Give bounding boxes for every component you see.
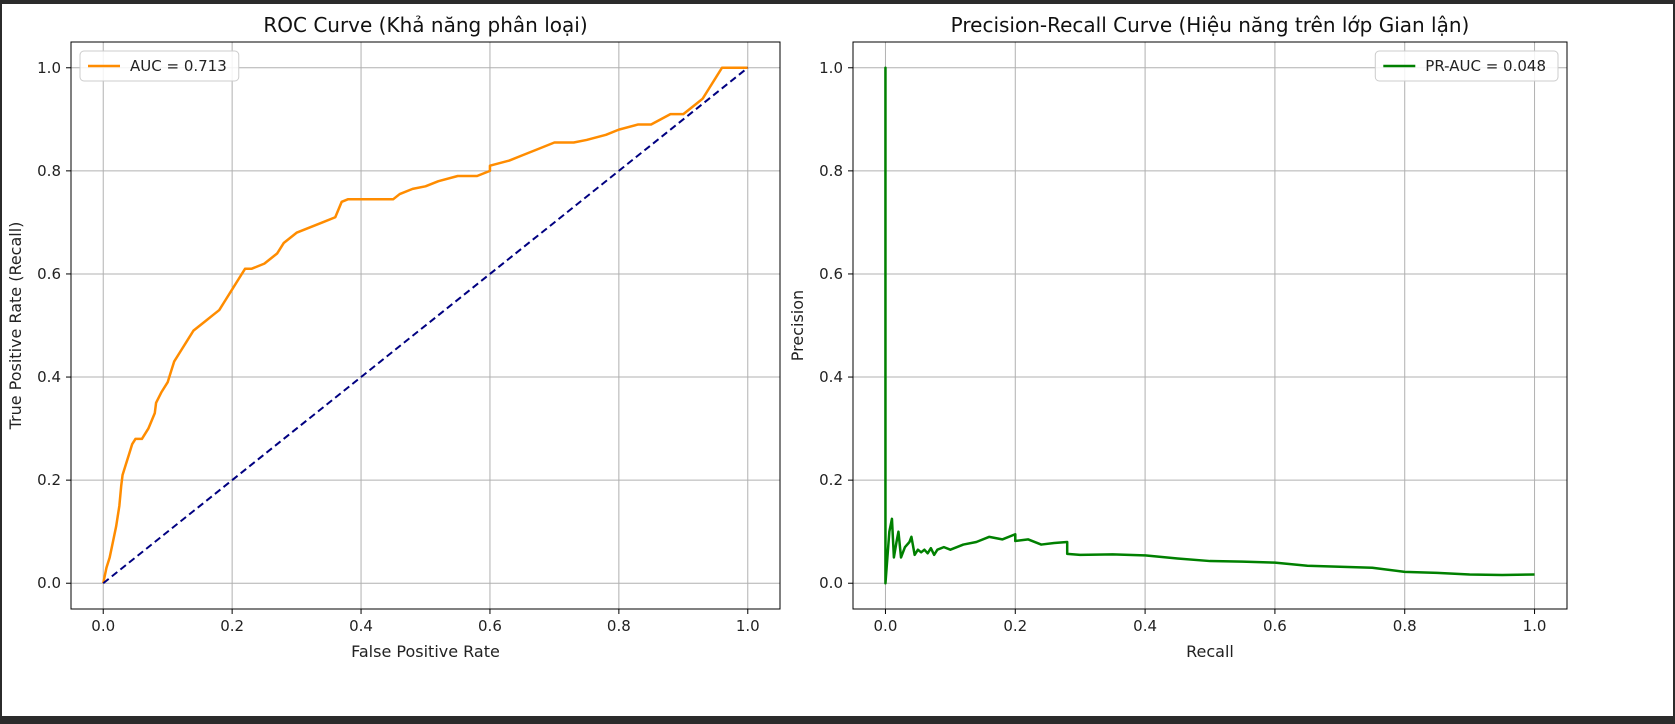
roc-y-tick-label: 0.4 — [37, 368, 61, 386]
roc-x-axis-label: False Positive Rate — [351, 642, 500, 661]
pr-legend: PR-AUC = 0.048 — [1374, 50, 1559, 82]
roc-chart: 0.0 0.2 0.4 0.6 0.8 1.0 0.0 0.2 0.4 0.6 0.8 1.0 ROC … — [6, 13, 781, 661]
roc-x-tick-label: 0.4 — [349, 617, 373, 635]
pr-y-tick-label: 0.0 — [819, 574, 843, 592]
roc-x-tick-label: 0.8 — [607, 617, 631, 635]
figure-canvas: 0.0 0.2 0.4 0.6 0.8 1.0 0.0 0.2 0.4 0.6 0.8 1.0 ROC … — [2, 4, 1673, 716]
pr-curve-line — [884, 66, 1535, 585]
roc-y-tick-label: 0.2 — [37, 471, 61, 489]
pr-x-tick-label: 0.0 — [874, 617, 898, 635]
roc-y-tick-label: 0.8 — [37, 162, 61, 180]
roc-x-tick-label: 0.2 — [220, 617, 244, 635]
roc-y-tick-label: 0.6 — [37, 265, 61, 283]
figure-svg: 0.0 0.2 0.4 0.6 0.8 1.0 0.0 0.2 0.4 0.6 0.8 1.0 ROC … — [6, 13, 1568, 661]
pr-x-tick-label: 1.0 — [1523, 617, 1547, 635]
roc-diagonal-reference-line — [102, 66, 749, 585]
pr-y-tick-label: 0.4 — [819, 368, 843, 386]
pr-x-tick-label: 0.4 — [1133, 617, 1157, 635]
pr-chart: 0.0 0.2 0.4 0.6 0.8 1.0 0.0 0.2 0.4 0.6 0.8 1.0 Prec… — [788, 13, 1568, 661]
pr-y-tick-label: 0.6 — [819, 265, 843, 283]
pr-x-tick-label: 0.2 — [1003, 617, 1027, 635]
pr-x-tick-label: 0.6 — [1263, 617, 1287, 635]
pr-y-tick-label: 0.2 — [819, 471, 843, 489]
roc-y-tick-label: 0.0 — [37, 574, 61, 592]
roc-legend-box — [79, 50, 240, 82]
pr-x-axis-label: Recall — [1186, 642, 1234, 661]
roc-legend: AUC = 0.713 — [79, 50, 240, 82]
roc-y-axis-label: True Positive Rate (Recall) — [6, 222, 25, 431]
pr-axes-frame — [852, 41, 1568, 610]
pr-y-tick-label: 1.0 — [819, 59, 843, 77]
roc-axes-frame — [70, 41, 781, 610]
roc-curve-line — [102, 66, 748, 584]
roc-x-tick-label: 0.0 — [91, 617, 115, 635]
pr-legend-box — [1374, 50, 1559, 82]
pr-chart-title: Precision-Recall Curve (Hiệu năng trên l… — [951, 13, 1470, 37]
roc-chart-title: ROC Curve (Khả năng phân loại) — [263, 13, 587, 37]
pr-y-axis-label: Precision — [788, 290, 807, 361]
pr-x-tick-label: 0.8 — [1393, 617, 1417, 635]
roc-y-tick-label: 1.0 — [37, 59, 61, 77]
roc-x-tick-label: 1.0 — [736, 617, 760, 635]
roc-x-tick-label: 0.6 — [478, 617, 502, 635]
roc-legend-label: AUC = 0.713 — [130, 57, 227, 75]
pr-y-tick-label: 0.8 — [819, 162, 843, 180]
pr-legend-label: PR-AUC = 0.048 — [1425, 57, 1546, 75]
